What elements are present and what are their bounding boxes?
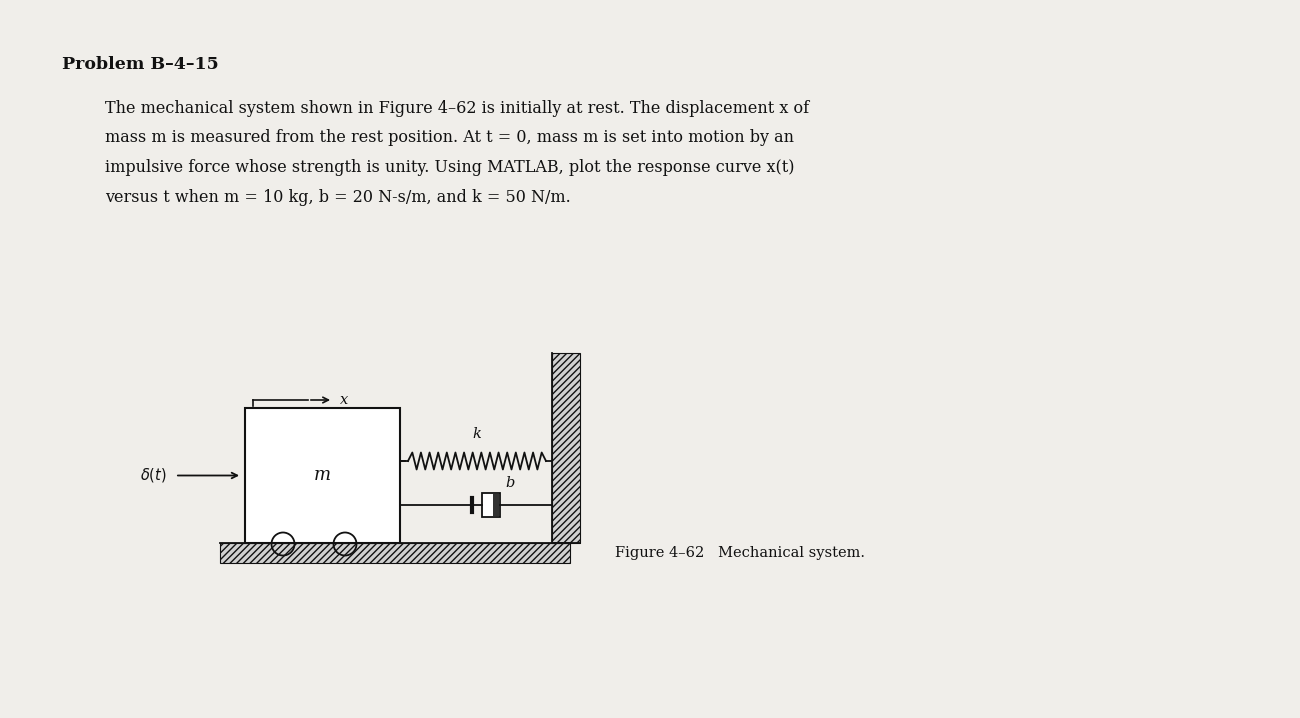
Text: Problem B–4–15: Problem B–4–15 [62, 56, 218, 73]
Text: Figure 4–62   Mechanical system.: Figure 4–62 Mechanical system. [615, 546, 864, 560]
Bar [552, 353, 580, 543]
Text: k: k [473, 426, 481, 441]
Text: mass m is measured from the rest position. At t = 0, mass m is set into motion b: mass m is measured from the rest positio… [105, 129, 794, 146]
Text: b: b [504, 476, 515, 490]
Text: The mechanical system shown in Figure 4–62 is initially at rest. The displacemen: The mechanical system shown in Figure 4–… [105, 100, 809, 117]
Bar [244, 408, 400, 543]
Text: m: m [313, 467, 332, 485]
Bar [482, 493, 500, 517]
Bar [493, 494, 499, 516]
Bar [220, 543, 569, 563]
Text: impulsive force whose strength is unity. Using MATLAB, plot the response curve x: impulsive force whose strength is unity.… [105, 159, 794, 176]
Text: versus t when m = 10 kg, b = 20 N-s/m, and k = 50 N/m.: versus t when m = 10 kg, b = 20 N-s/m, a… [105, 189, 571, 205]
Text: $\delta(t)$: $\delta(t)$ [140, 467, 166, 485]
Text: x: x [341, 393, 348, 407]
